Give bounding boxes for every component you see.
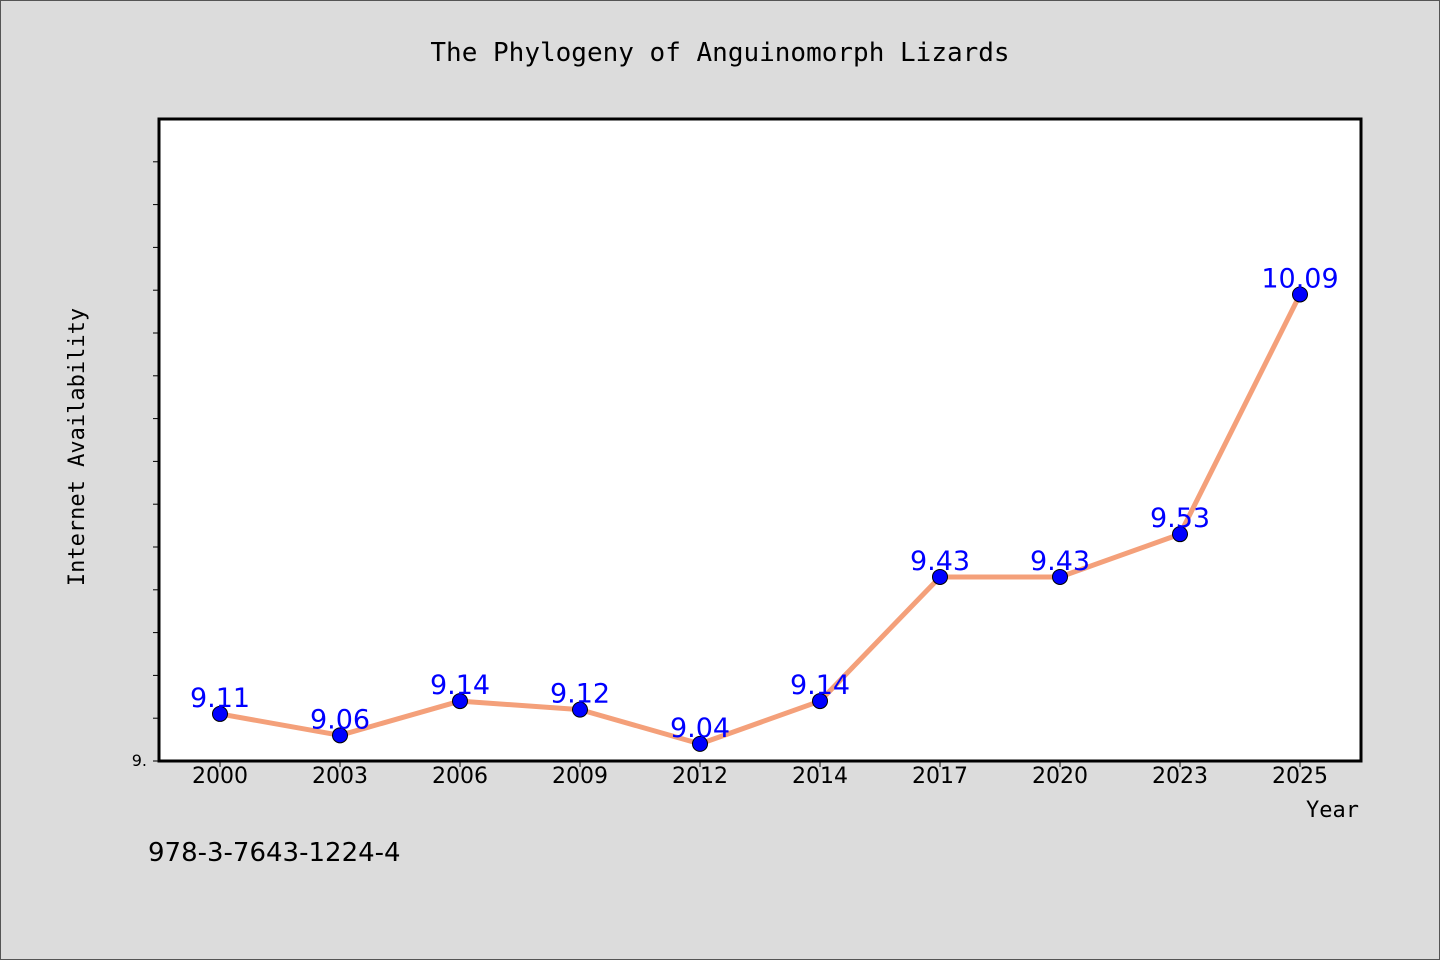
data-label: 9.11 xyxy=(190,683,250,714)
x-tick-label: 2023 xyxy=(1152,764,1208,789)
x-axis-tick-labels: 2000 2003 2006 2009 2012 2014 2017 2020 2023 2025 xyxy=(192,764,1328,789)
data-point xyxy=(572,701,588,718)
data-label: 9.43 xyxy=(910,546,970,577)
isbn-text: 978-3-7643-1224-4 xyxy=(148,838,401,868)
data-point xyxy=(212,705,228,722)
y-axis-ticks xyxy=(153,161,159,762)
x-tick-label: 2014 xyxy=(792,764,848,789)
chart-title: The Phylogeny of Anguinomorph Lizards xyxy=(430,38,1009,68)
x-axis-ticks xyxy=(219,761,1301,767)
y-axis-label: Internet Availability xyxy=(65,308,90,586)
x-tick-label: 2025 xyxy=(1272,764,1328,789)
data-point xyxy=(692,735,708,752)
data-point xyxy=(1052,568,1068,585)
x-axis-label: Year xyxy=(1306,798,1359,823)
data-label: 9.53 xyxy=(1150,503,1210,534)
series-line xyxy=(217,291,1303,747)
data-label: 9.12 xyxy=(550,679,610,710)
data-label: 9.43 xyxy=(1030,546,1090,577)
data-point xyxy=(932,568,948,585)
data-label: 9.14 xyxy=(430,670,490,701)
x-tick-label: 2000 xyxy=(192,764,248,789)
x-tick-label: 2009 xyxy=(552,764,608,789)
data-point xyxy=(1292,286,1308,303)
plot-area xyxy=(157,117,1363,763)
data-label: 10.09 xyxy=(1261,263,1338,294)
data-point xyxy=(332,727,348,744)
data-point xyxy=(452,693,468,710)
series-layer: 9.11 9.06 9.14 9.12 9.04 9.14 9.43 9.43 9.53 10.0… xyxy=(190,263,1339,752)
x-tick-label: 2017 xyxy=(912,764,968,789)
data-label: 9.04 xyxy=(670,713,730,744)
data-point xyxy=(1172,526,1188,543)
y-tick-label: 9. xyxy=(132,751,147,770)
x-tick-label: 2020 xyxy=(1032,764,1088,789)
data-label: 9.06 xyxy=(310,704,370,735)
x-tick-label: 2003 xyxy=(312,764,368,789)
data-point xyxy=(812,693,828,710)
x-tick-label: 2006 xyxy=(432,764,488,789)
x-tick-label: 2012 xyxy=(672,764,728,789)
data-label: 9.14 xyxy=(790,670,850,701)
